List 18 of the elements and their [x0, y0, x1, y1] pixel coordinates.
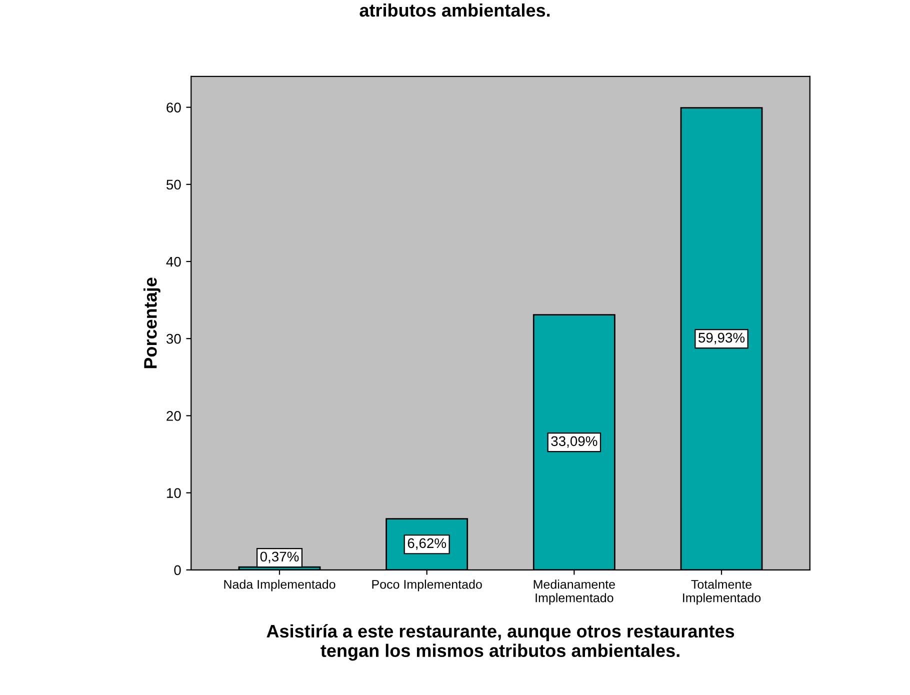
data-label: 33,09%	[551, 436, 598, 448]
x-tick-label: Nada Implementado	[224, 580, 336, 592]
x-tick-label: Medianamente Implementado	[534, 580, 615, 605]
y-tick-label: 20	[166, 411, 181, 421]
y-axis-title: Porcentaje	[144, 278, 160, 368]
x-tick-label: Totalmente Implementado	[683, 580, 761, 605]
y-tick-label: 30	[166, 334, 181, 344]
x-axis-title: Asistiría a este restaurante, aunque otros restaurantes tengan los mismos atributos ambientales.	[266, 624, 734, 661]
y-tick-label: 40	[166, 256, 181, 267]
y-tick-label: 50	[166, 180, 181, 190]
data-label: 6,62%	[408, 538, 446, 550]
chart-title: atributos ambientales.	[360, 3, 550, 17]
data-label: 0,37%	[260, 552, 299, 564]
data-label: 59,93%	[698, 332, 745, 344]
y-tick-label: 0	[174, 565, 181, 576]
x-tick-label: Poco Implementado	[372, 580, 482, 592]
y-tick-label: 10	[166, 488, 181, 498]
y-tick-label: 60	[166, 102, 181, 112]
